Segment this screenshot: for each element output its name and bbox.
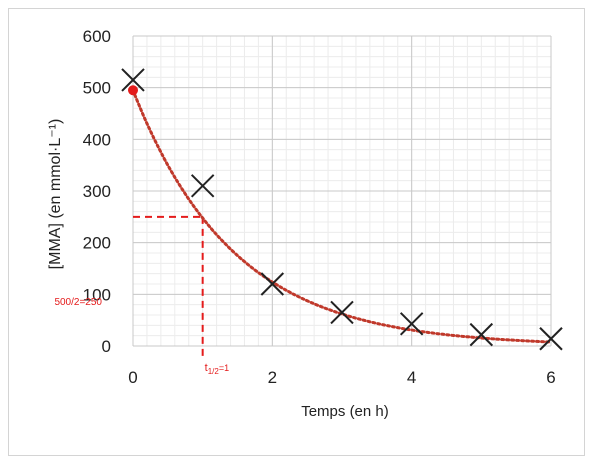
half-life-label-tail: =1 [219,363,229,373]
y-tick-label: 600 [83,27,111,46]
half-life-label-sub: 1/2 [208,367,220,376]
y-tick-label: 200 [83,234,111,253]
x-axis-label: Temps (en h) [301,403,389,420]
x-tick-label: 2 [268,368,277,387]
data-point-stroke [539,327,563,351]
x-tick-label: 6 [546,368,555,387]
y-tick-label: 400 [83,130,111,149]
half-life-label-t: t [205,362,208,374]
data-point-stroke [399,312,424,336]
x-tick-label: 0 [128,368,137,387]
fit-curve [128,85,553,344]
y-tick-label: 300 [83,182,111,201]
data-point [260,272,285,296]
y-tick-labels: 0 100 200 300 400 500 600 [83,27,111,356]
fit-start-point [128,85,138,96]
half-value-label: 500/2=250 [54,297,102,308]
data-point-stroke [190,174,215,198]
half-life-guides [133,215,204,360]
fit-curve-path [131,88,553,344]
data-point-stroke [330,300,354,325]
half-life-label: t1/2=1 [205,362,229,376]
y-axis-label: [MMA] (en mmol·L⁻¹) [47,119,64,270]
data-point [469,322,494,347]
y-tick-label: 0 [102,337,111,356]
data-point-stroke [469,322,494,347]
x-tick-label: 4 [407,368,416,387]
y-tick-label: 100 [83,285,111,304]
x-tick-labels: 0 2 4 6 [128,368,555,387]
data-point-stroke [260,272,285,296]
data-points [121,68,563,351]
data-point-stroke [121,68,145,92]
data-point [399,312,424,336]
data-point [121,68,145,92]
y-tick-label: 500 [83,79,111,98]
data-point [539,327,563,351]
data-point [330,300,354,325]
data-point [190,174,215,198]
